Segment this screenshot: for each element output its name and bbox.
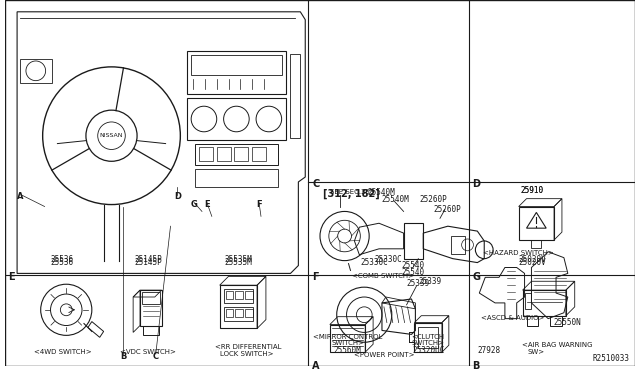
Text: 25339: 25339 (419, 277, 442, 286)
Bar (550, 316, 562, 326)
Text: 27928: 27928 (477, 346, 500, 355)
Text: [312, 182]: [312, 182] (323, 189, 380, 199)
Bar (531, 240, 541, 248)
Bar (225, 309, 234, 317)
Bar (143, 326, 159, 336)
Text: G: G (472, 272, 481, 282)
Text: R2510033: R2510033 (593, 354, 630, 363)
Bar (330, 324, 365, 352)
Text: E: E (8, 272, 15, 282)
Text: 25330C: 25330C (374, 254, 402, 264)
Text: F: F (256, 200, 262, 209)
Text: 25020V: 25020V (518, 257, 547, 266)
Text: <AIR BAG WARNING: <AIR BAG WARNING (522, 342, 592, 348)
Bar (245, 309, 253, 317)
Text: <RR DIFFERENTIAL: <RR DIFFERENTIAL (215, 344, 281, 350)
Text: <4WD SWITCH>: <4WD SWITCH> (33, 349, 91, 355)
Bar (419, 327, 438, 348)
Text: <CLUTCH: <CLUTCH (412, 334, 445, 340)
Bar (415, 323, 442, 352)
Text: SW>: SW> (527, 349, 545, 355)
Text: 25145P: 25145P (134, 254, 162, 264)
Text: 25540M: 25540M (381, 195, 409, 204)
Bar (291, 54, 300, 138)
Bar (191, 55, 282, 75)
Text: A: A (312, 361, 319, 371)
Text: <COMB SWITCH>: <COMB SWITCH> (353, 273, 415, 279)
Bar (188, 98, 285, 140)
Bar (525, 293, 531, 309)
Text: 25535M: 25535M (225, 257, 252, 266)
Bar (236, 291, 243, 299)
Text: D: D (174, 192, 181, 201)
Text: 25320UC: 25320UC (412, 346, 444, 355)
Text: SEE SEC.253: SEE SEC.253 (330, 189, 374, 195)
Text: NISSAN: NISSAN (100, 133, 124, 138)
Text: SWITCH>: SWITCH> (331, 340, 364, 346)
Bar (195, 144, 278, 165)
Bar (223, 289, 253, 303)
Bar (199, 147, 213, 161)
Text: 25540: 25540 (402, 269, 425, 278)
Bar (217, 147, 230, 161)
Bar (220, 285, 257, 328)
Text: C: C (153, 353, 159, 362)
Bar (451, 236, 465, 254)
Text: 25910: 25910 (521, 186, 544, 195)
Text: SWITCH>: SWITCH> (412, 340, 445, 346)
Bar (518, 206, 554, 240)
Text: 25020V: 25020V (518, 254, 547, 264)
Bar (234, 147, 248, 161)
Bar (20, 59, 51, 83)
Bar (225, 291, 234, 299)
Text: G: G (191, 200, 198, 209)
Text: A: A (17, 192, 23, 201)
Text: <MIRROR CONTROL: <MIRROR CONTROL (313, 334, 382, 340)
Text: 25260P: 25260P (419, 195, 447, 203)
Text: D: D (472, 179, 481, 189)
Text: 25330C: 25330C (360, 257, 388, 266)
Bar (245, 291, 253, 299)
Text: <POWER POINT>: <POWER POINT> (354, 352, 414, 358)
Bar (527, 316, 538, 326)
Text: 25260P: 25260P (433, 205, 461, 214)
Text: <ASCD & AUDIO>: <ASCD & AUDIO> (481, 315, 545, 321)
Text: 25540M: 25540M (367, 188, 395, 197)
Text: C: C (312, 179, 319, 189)
Text: 25536: 25536 (51, 254, 74, 264)
Text: 25536: 25536 (51, 257, 74, 266)
Text: LOCK SWITCH>: LOCK SWITCH> (220, 351, 273, 357)
Text: <VDC SWITCH>: <VDC SWITCH> (120, 349, 176, 355)
Bar (236, 309, 243, 317)
Bar (223, 307, 253, 321)
Bar (252, 147, 266, 161)
Text: 25560M: 25560M (333, 346, 362, 355)
Text: B: B (120, 353, 127, 362)
Text: F: F (312, 272, 319, 282)
Bar (140, 290, 162, 326)
Text: <HAZARD SWITCH>: <HAZARD SWITCH> (483, 250, 554, 256)
Text: 25535M: 25535M (225, 254, 252, 264)
Text: 25910: 25910 (521, 186, 544, 195)
Bar (523, 290, 566, 316)
Text: 25540: 25540 (402, 262, 425, 270)
Bar (142, 292, 160, 304)
Bar (195, 169, 278, 187)
Text: E: E (204, 200, 210, 209)
Text: 25339: 25339 (407, 279, 430, 288)
Bar (188, 51, 285, 94)
Bar (404, 223, 423, 259)
Text: 25550N: 25550N (553, 318, 580, 327)
Text: 25145P: 25145P (134, 257, 162, 266)
Text: B: B (472, 361, 480, 371)
